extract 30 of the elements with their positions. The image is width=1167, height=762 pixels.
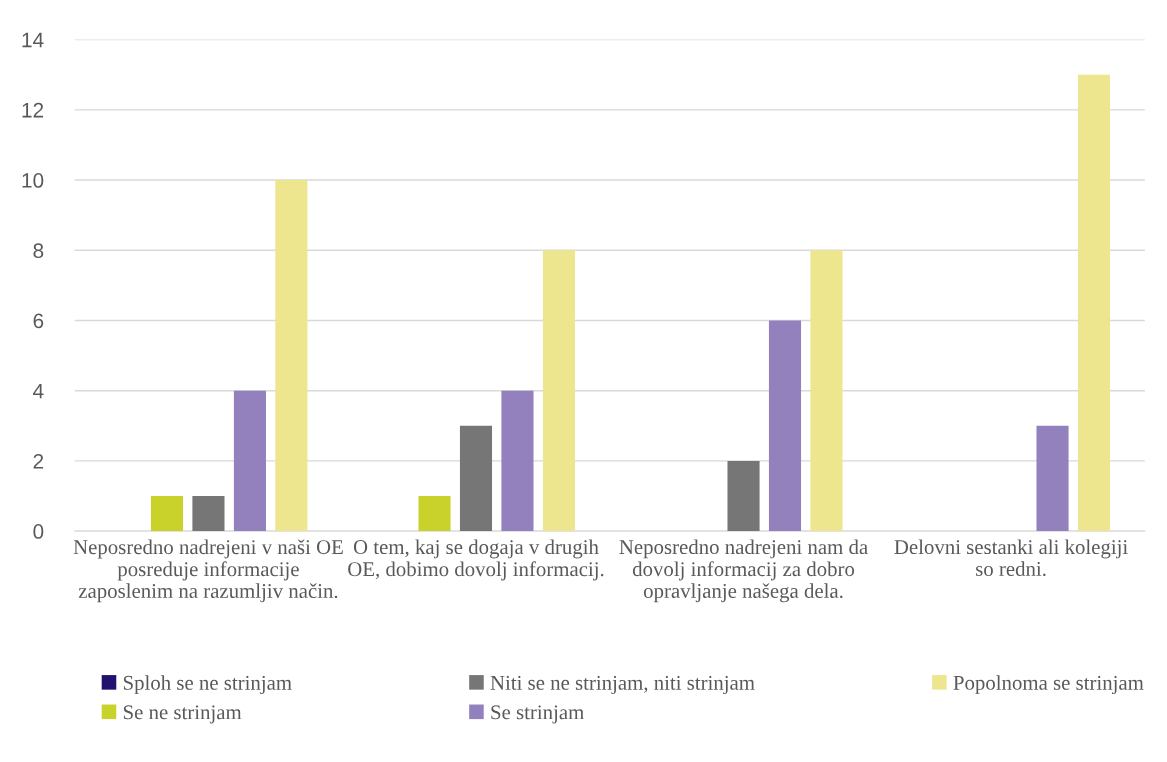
bar [459,425,493,532]
x-tick-label: Neposredno nadrejeni nam da dovolj informacij za dobro opravljanje našega dela. [619,539,868,603]
bar [233,390,266,532]
y-tick-label: 8 [33,243,44,259]
y-tick-label: 14 [22,32,44,48]
x-tick-label: Delovni sestanki ali kolegiji so redni. [894,539,1128,577]
bar [275,180,308,532]
x-tick-label: Neposredno nadrejeni v naši OE posreduje informacije zaposlenim na razumljiv način. [73,539,343,603]
y-tick-label: 12 [22,102,44,118]
bar [810,250,843,532]
bar [542,250,575,532]
bar [192,496,225,532]
bar [150,496,184,532]
y-tick-label: 0 [33,524,44,539]
legend-label: Niti se ne strinjam, niti strinjam [490,675,755,695]
legend-label: Sploh se ne strinjam [123,675,292,695]
bar [1077,74,1111,532]
bar [1036,425,1069,532]
y-tick-label: 2 [33,453,44,469]
legend-label: Se strinjam [491,705,584,724]
legend-label: Popolnoma se strinjam [953,675,1144,695]
bar [727,460,760,532]
y-tick-label: 10 [22,173,44,188]
bar [768,320,802,532]
y-tick-label: 6 [33,313,44,329]
y-tick-label: 4 [33,383,44,399]
bar [501,390,534,532]
legend-label: Se ne strinjam [123,705,242,724]
x-tick-label: O tem, kaj se dogaja v drugih OE, dobimo dovolj informacij. [348,539,604,581]
bar [418,496,451,532]
